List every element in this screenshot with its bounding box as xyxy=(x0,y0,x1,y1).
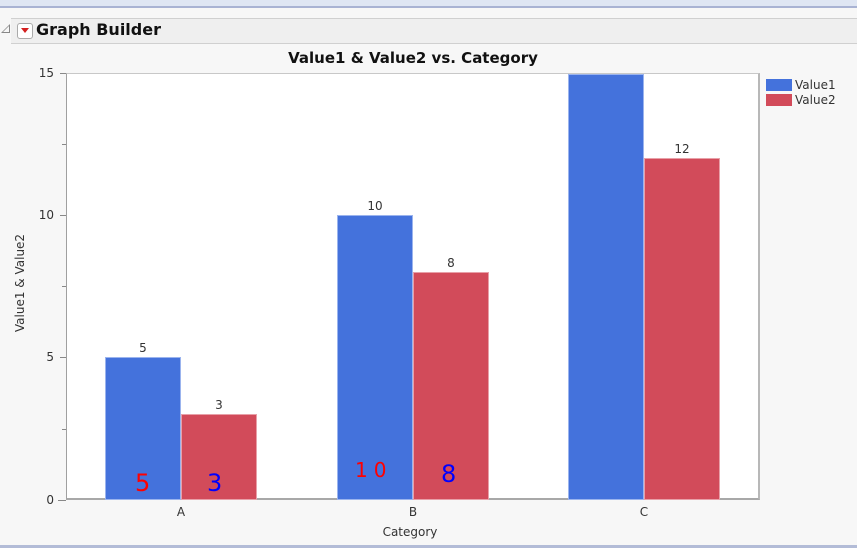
bar-B-value1[interactable] xyxy=(337,215,413,500)
y-tick-10: 10 xyxy=(38,208,54,222)
bar-C-value2[interactable] xyxy=(644,158,720,500)
x-axis-label: Category xyxy=(382,525,438,539)
y-minor-tickmark xyxy=(62,286,66,287)
bar-label-A-value1: 5 xyxy=(139,341,147,355)
handwritten-annotation: 10 xyxy=(355,458,393,482)
panel-header xyxy=(11,18,857,44)
handwritten-annotation: 3 xyxy=(207,469,223,497)
legend-swatch xyxy=(766,93,792,106)
handwritten-annotation: 5 xyxy=(135,469,151,497)
x-tick-A: A xyxy=(176,505,186,519)
legend: Value1 Value2 xyxy=(766,77,836,107)
y-tick-15: 15 xyxy=(38,66,54,80)
legend-swatch xyxy=(766,78,792,91)
red-triangle-menu-icon[interactable] xyxy=(17,23,33,39)
x-tick-C: C xyxy=(639,505,649,519)
y-tick-0: 0 xyxy=(46,493,54,507)
legend-label: Value2 xyxy=(795,92,836,107)
y-tickmark xyxy=(60,73,66,74)
y-tickmark xyxy=(58,500,66,501)
legend-label: Value1 xyxy=(795,77,836,92)
y-tickmark xyxy=(60,215,66,216)
bar-C-value1[interactable] xyxy=(568,74,644,500)
bar-label-B-value1: 10 xyxy=(367,199,383,213)
y-minor-tickmark xyxy=(62,144,66,145)
x-tick-B: B xyxy=(408,505,418,519)
bar-label-C-value2: 12 xyxy=(674,142,690,156)
window-bottom-strip xyxy=(0,545,857,548)
panel-title: Graph Builder xyxy=(36,20,161,39)
handwritten-annotation: 8 xyxy=(441,460,457,488)
y-axis-label: Value1 & Value2 xyxy=(13,233,27,333)
bar-A-value1[interactable] xyxy=(105,357,181,500)
y-minor-tickmark xyxy=(62,429,66,430)
chart-title: Value1 & Value2 vs. Category xyxy=(288,49,538,67)
y-tick-5: 5 xyxy=(46,350,54,364)
window-top-strip xyxy=(0,0,857,8)
bar-label-A-value2: 3 xyxy=(215,398,223,412)
bar-B-value2[interactable] xyxy=(413,272,489,500)
bar-A-value2[interactable] xyxy=(181,414,257,500)
disclosure-triangle-icon[interactable] xyxy=(1,24,10,33)
y-tickmark xyxy=(60,357,66,358)
bar-label-B-value2: 8 xyxy=(447,256,455,270)
legend-item-value1[interactable]: Value1 xyxy=(766,77,836,92)
legend-item-value2[interactable]: Value2 xyxy=(766,92,836,107)
